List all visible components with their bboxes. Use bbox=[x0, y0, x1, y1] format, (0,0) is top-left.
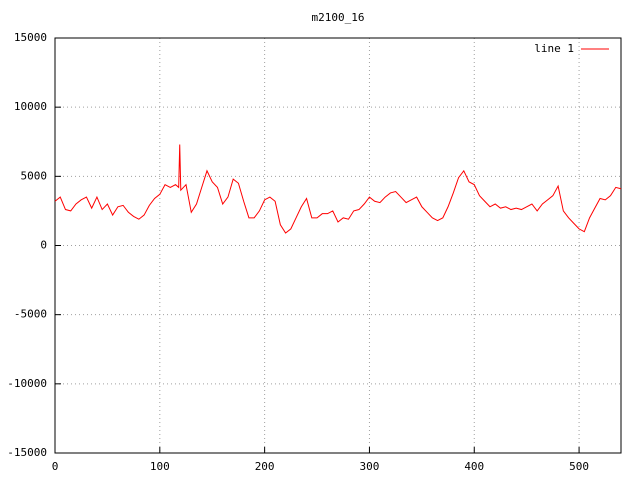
y-tick-label: -15000 bbox=[7, 446, 47, 459]
chart-title: m2100_16 bbox=[312, 11, 365, 24]
x-tick-label: 500 bbox=[569, 460, 589, 473]
y-tick-label: 10000 bbox=[14, 100, 47, 113]
y-tick-label: -5000 bbox=[14, 308, 47, 321]
y-tick-label: 15000 bbox=[14, 31, 47, 44]
x-tick-label: 0 bbox=[52, 460, 59, 473]
x-tick-label: 400 bbox=[464, 460, 484, 473]
plot-border bbox=[54, 37, 622, 454]
y-tick-label: 0 bbox=[40, 239, 47, 252]
legend-label: line 1 bbox=[534, 42, 574, 55]
data-line bbox=[54, 144, 622, 234]
x-tick-label: 300 bbox=[360, 460, 380, 473]
y-tick-label: -10000 bbox=[7, 377, 47, 390]
x-tick-label: 200 bbox=[255, 460, 275, 473]
y-tick-label: 5000 bbox=[21, 169, 48, 182]
x-tick-label: 100 bbox=[150, 460, 170, 473]
